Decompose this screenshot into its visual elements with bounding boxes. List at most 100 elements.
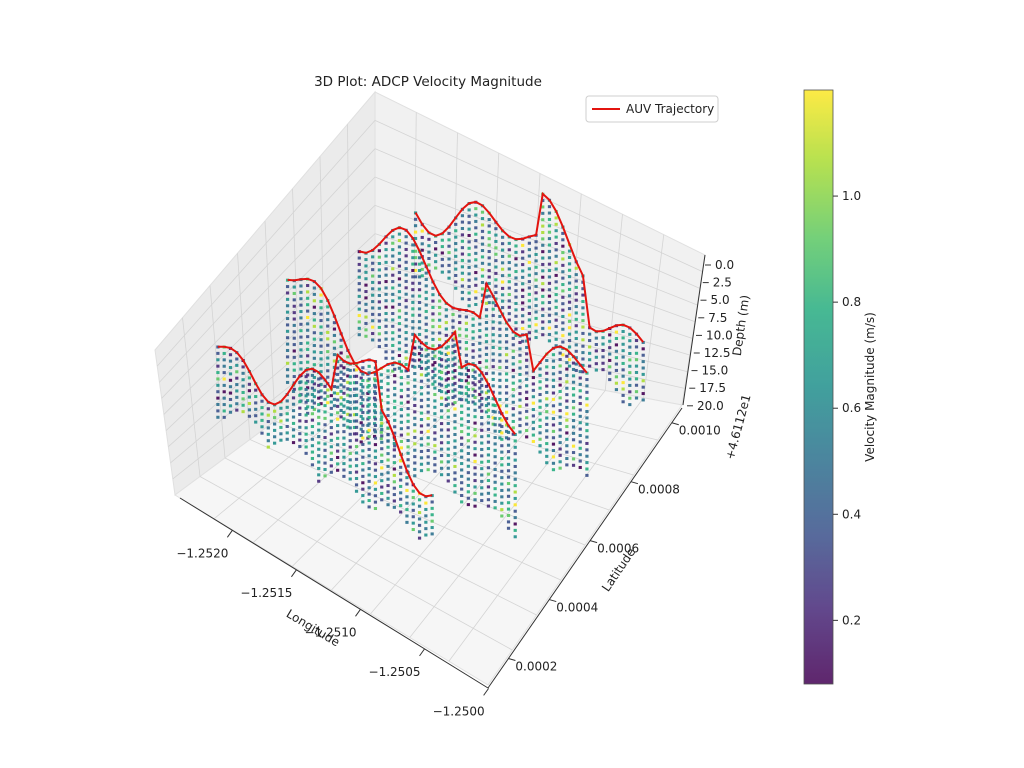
velocity-sample [541, 205, 545, 209]
velocity-sample [285, 285, 290, 289]
velocity-sample [466, 439, 470, 443]
velocity-sample [424, 361, 428, 365]
velocity-sample [384, 273, 388, 277]
velocity-sample [491, 422, 495, 426]
velocity-sample [339, 408, 343, 412]
velocity-sample [326, 324, 330, 328]
velocity-sample [405, 501, 409, 505]
velocity-sample [373, 481, 378, 485]
velocity-sample [500, 261, 505, 265]
velocity-sample [292, 343, 296, 347]
velocity-sample [453, 375, 457, 379]
velocity-sample [367, 467, 371, 471]
velocity-sample [558, 370, 562, 374]
velocity-sample [298, 438, 302, 442]
velocity-sample [367, 499, 371, 503]
velocity-sample [565, 386, 569, 390]
velocity-sample [504, 346, 509, 350]
adcp-column [561, 225, 565, 357]
velocity-sample [352, 413, 357, 417]
velocity-sample [373, 409, 377, 413]
velocity-sample [336, 455, 340, 459]
velocity-sample [541, 250, 545, 254]
velocity-sample [354, 483, 359, 487]
velocity-sample [641, 347, 645, 351]
velocity-sample [299, 341, 303, 345]
velocity-sample [518, 353, 522, 357]
velocity-sample [235, 408, 239, 412]
velocity-sample [547, 281, 552, 285]
velocity-sample [431, 376, 435, 380]
velocity-sample [380, 434, 384, 438]
velocity-sample [406, 381, 410, 385]
velocity-sample [484, 410, 489, 414]
velocity-sample [319, 395, 323, 399]
velocity-sample [406, 394, 410, 398]
velocity-sample [342, 442, 346, 446]
velocity-sample [413, 256, 418, 260]
velocity-sample [336, 424, 340, 428]
velocity-sample [500, 293, 505, 297]
velocity-sample [554, 305, 558, 309]
velocity-sample [504, 436, 509, 440]
velocity-sample [458, 333, 462, 337]
z-tick-label: 20.0 [697, 399, 724, 413]
velocity-sample [511, 343, 515, 347]
velocity-sample [380, 440, 384, 444]
velocity-sample [451, 357, 455, 361]
velocity-sample [467, 297, 471, 301]
velocity-sample [474, 264, 478, 268]
velocity-sample [336, 436, 340, 440]
velocity-sample [371, 255, 375, 259]
velocity-sample [541, 231, 545, 235]
velocity-sample [392, 505, 396, 509]
velocity-sample [525, 371, 529, 375]
velocity-sample [332, 333, 337, 337]
velocity-sample [460, 455, 464, 459]
grid-line [161, 176, 376, 399]
velocity-sample [326, 401, 330, 405]
velocity-sample [427, 237, 431, 241]
velocity-sample [254, 407, 258, 411]
velocity-sample [628, 345, 632, 349]
adcp-column [551, 346, 556, 472]
velocity-sample [521, 269, 525, 273]
velocity-sample [317, 390, 321, 394]
velocity-sample [574, 298, 578, 302]
velocity-sample [417, 269, 422, 273]
velocity-sample [474, 226, 478, 230]
velocity-sample [285, 431, 289, 435]
velocity-sample [371, 338, 375, 342]
velocity-sample [405, 488, 409, 492]
velocity-sample [554, 261, 558, 265]
velocity-sample [467, 240, 471, 244]
velocity-sample [393, 406, 397, 410]
velocity-sample [411, 243, 415, 247]
velocity-sample [323, 436, 327, 440]
velocity-sample [342, 391, 346, 395]
velocity-sample [352, 432, 357, 436]
velocity-sample [500, 254, 505, 258]
velocity-sample [247, 408, 252, 412]
velocity-sample [444, 308, 448, 312]
velocity-sample [266, 432, 270, 436]
velocity-sample [487, 281, 491, 285]
x-tick-label: −1.2520 [176, 546, 228, 560]
velocity-sample [413, 403, 417, 407]
velocity-sample [521, 275, 525, 279]
velocity-sample [420, 248, 424, 252]
velocity-sample [405, 514, 409, 518]
velocity-sample [285, 412, 289, 416]
velocity-sample [466, 400, 470, 404]
velocity-sample [411, 508, 415, 512]
velocity-sample [484, 359, 489, 363]
velocity-sample [474, 232, 478, 236]
velocity-sample [417, 498, 422, 502]
velocity-sample [574, 279, 578, 283]
velocity-sample [433, 444, 437, 448]
velocity-sample [377, 319, 381, 323]
velocity-sample [397, 334, 402, 338]
velocity-sample [291, 415, 296, 419]
velocity-sample [404, 324, 408, 328]
